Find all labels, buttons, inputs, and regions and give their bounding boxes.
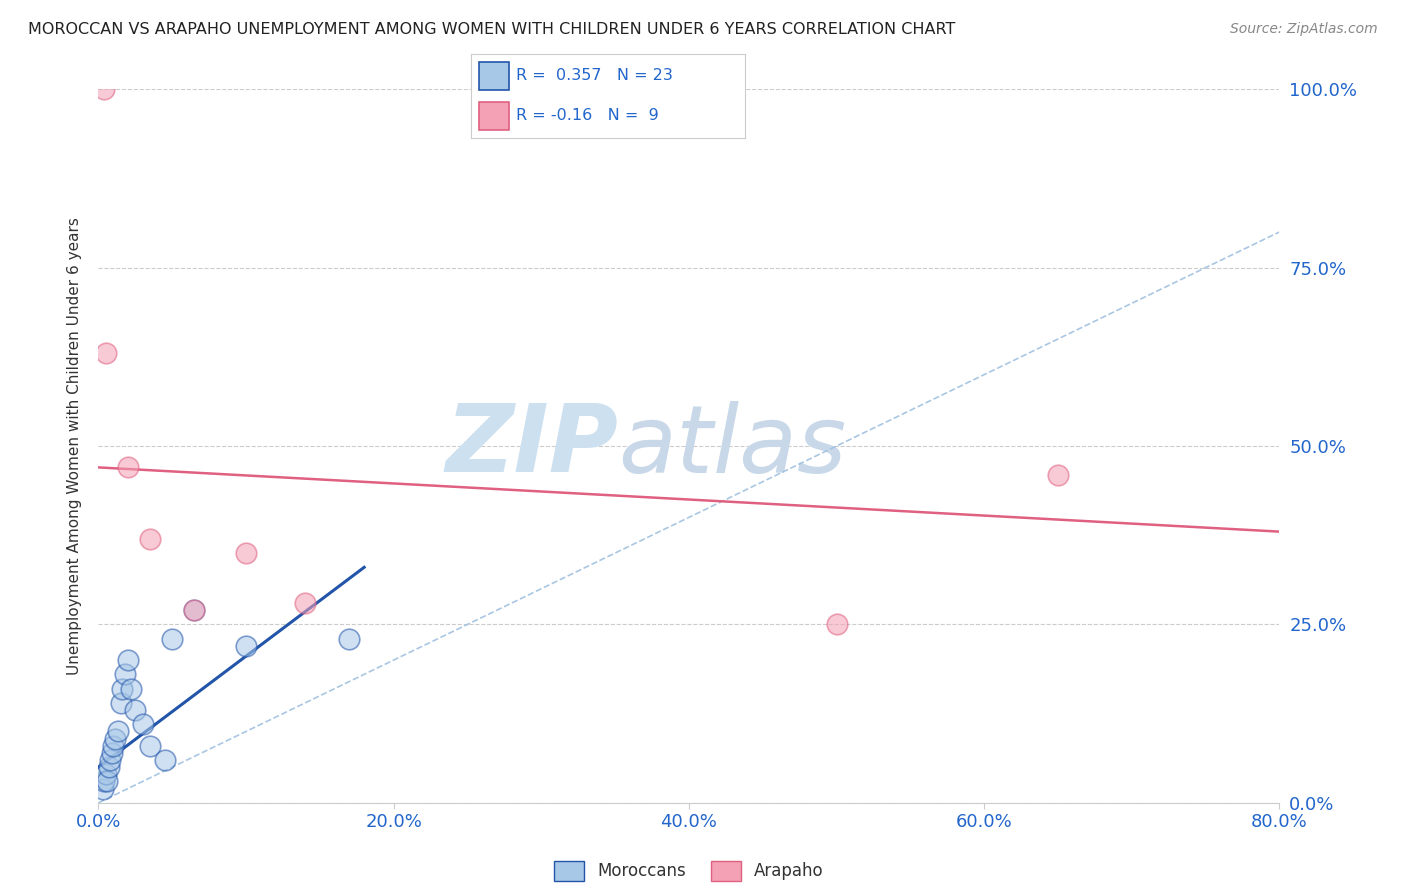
- Point: [132, 717, 155, 731]
- Point: [183, 603, 205, 617]
- Point: [183, 603, 205, 617]
- Text: R =  0.357   N = 23: R = 0.357 N = 23: [516, 68, 673, 83]
- Point: [235, 546, 257, 560]
- Point: [97, 760, 120, 774]
- Point: [117, 460, 139, 475]
- Point: [103, 739, 125, 753]
- Point: [162, 632, 183, 646]
- Point: [825, 617, 848, 632]
- Point: [94, 767, 117, 781]
- Point: [107, 724, 129, 739]
- Point: [294, 596, 316, 610]
- Point: [153, 753, 176, 767]
- FancyBboxPatch shape: [479, 103, 509, 130]
- Point: [91, 781, 114, 796]
- Point: [93, 82, 115, 96]
- Text: MOROCCAN VS ARAPAHO UNEMPLOYMENT AMONG WOMEN WITH CHILDREN UNDER 6 YEARS CORRELA: MOROCCAN VS ARAPAHO UNEMPLOYMENT AMONG W…: [28, 22, 956, 37]
- Point: [100, 746, 122, 760]
- Point: [111, 681, 134, 696]
- Text: ZIP: ZIP: [446, 400, 619, 492]
- Point: [98, 753, 121, 767]
- Point: [114, 667, 136, 681]
- Text: atlas: atlas: [619, 401, 846, 491]
- Point: [124, 703, 146, 717]
- Point: [96, 774, 118, 789]
- Point: [235, 639, 257, 653]
- FancyBboxPatch shape: [479, 62, 509, 89]
- Legend: Moroccans, Arapaho: Moroccans, Arapaho: [547, 855, 831, 888]
- Text: R = -0.16   N =  9: R = -0.16 N = 9: [516, 108, 659, 123]
- Y-axis label: Unemployment Among Women with Children Under 6 years: Unemployment Among Women with Children U…: [66, 217, 82, 675]
- Point: [120, 681, 142, 696]
- Point: [117, 653, 139, 667]
- Point: [139, 739, 162, 753]
- Point: [110, 696, 132, 710]
- Point: [1046, 467, 1069, 482]
- Point: [93, 774, 115, 789]
- Point: [337, 632, 360, 646]
- Text: Source: ZipAtlas.com: Source: ZipAtlas.com: [1230, 22, 1378, 37]
- Point: [104, 731, 127, 746]
- Point: [94, 346, 117, 360]
- Point: [139, 532, 162, 546]
